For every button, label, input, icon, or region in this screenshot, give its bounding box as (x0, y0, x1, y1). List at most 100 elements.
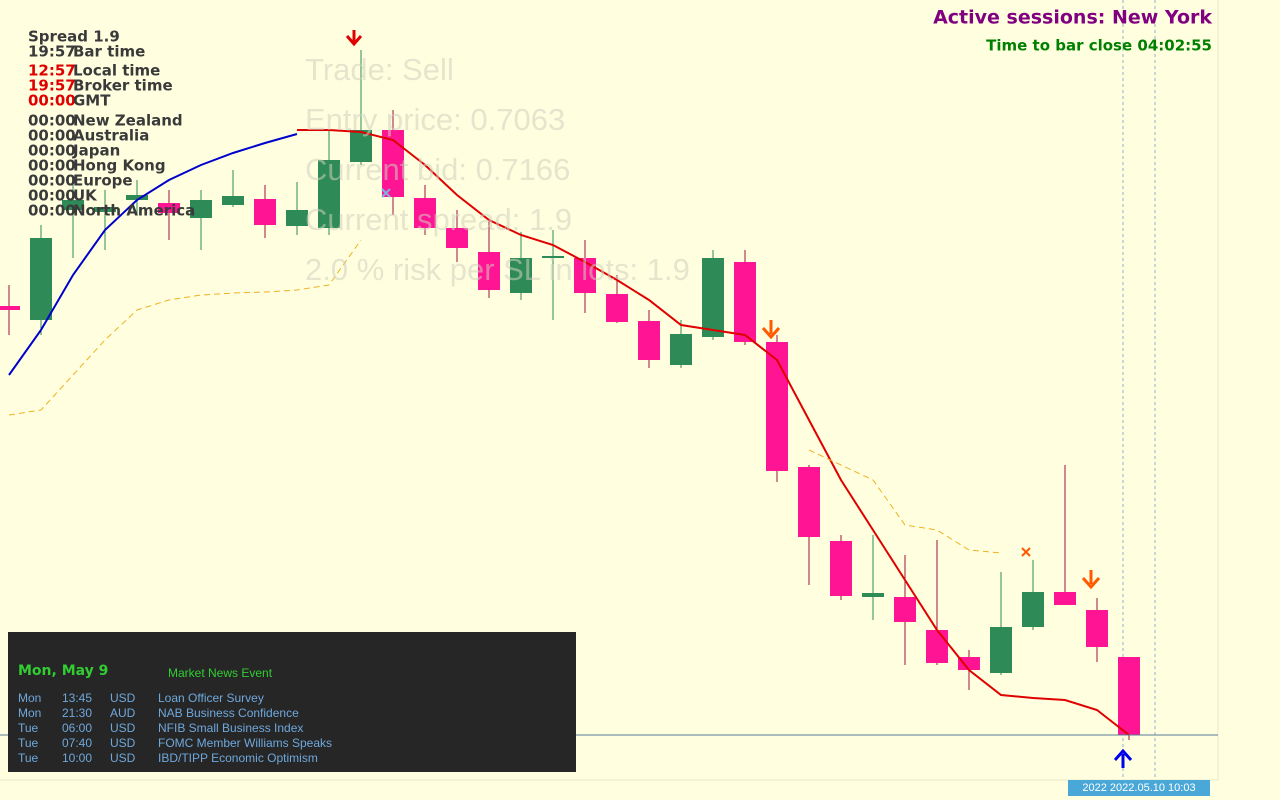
news-cell: NAB Business Confidence (158, 706, 299, 720)
news-cell: 13:45 (62, 691, 92, 705)
news-cell: 06:00 (62, 721, 92, 735)
time-label: Local time (73, 62, 160, 80)
candle-body (222, 196, 244, 205)
time-value: 00:00 (28, 112, 76, 130)
buy-arrow (1113, 748, 1133, 768)
news-cell: IBD/TIPP Economic Optimism (158, 751, 318, 765)
news-date: Mon, May 9 (18, 663, 108, 679)
news-cell: Mon (18, 706, 41, 720)
active-sessions: Active sessions: New York (933, 7, 1212, 29)
candle-body (318, 160, 340, 228)
candle-body (190, 200, 212, 218)
time-value: 00:00 (28, 142, 76, 160)
time-label: North America (73, 202, 195, 220)
time-label: Europe (73, 172, 133, 190)
candle-body (254, 199, 276, 225)
candle-body (478, 252, 500, 290)
news-cell: Tue (18, 721, 39, 735)
time-label: 2022 2022.05.10 10:03 (1082, 782, 1195, 794)
time-label-box (1068, 780, 1210, 796)
candle-body (958, 657, 980, 670)
candle-body (542, 256, 564, 258)
bar-countdown: Time to bar close 04:02:55 (986, 37, 1212, 55)
time-value: 12:57 (28, 62, 76, 80)
candle-body (94, 207, 116, 212)
candle-body (414, 198, 436, 228)
candle-body (446, 228, 468, 248)
time-label: New Zealand (73, 112, 183, 130)
candle-body (830, 541, 852, 596)
exit-mark (1021, 547, 1031, 557)
time-value: 00:00 (28, 187, 76, 205)
news-table: Mon 13:45 USD Loan Officer Survey Mon 21:30 AU… (18, 691, 332, 765)
indicator-line (8, 239, 362, 416)
signal-arrows (345, 30, 1133, 768)
news-cell: 07:40 (62, 736, 92, 750)
sell-arrow (1081, 570, 1101, 590)
trade-info-line: Entry price: 0.7063 (305, 102, 565, 137)
candle-body (862, 593, 884, 597)
time-label: GMT (73, 92, 111, 110)
news-cell: 10:00 (62, 751, 92, 765)
candle-body (350, 130, 372, 162)
news-panel (8, 632, 576, 772)
candle-body (158, 203, 180, 213)
trade-info-line: Current bid: 0.7166 (305, 152, 570, 187)
trade-info-line: 2.0 % risk per SL in lots: 1.9 (305, 252, 690, 287)
candle-body (670, 334, 692, 365)
exit-mark (381, 188, 391, 198)
trade-info-line: Current spread: 1.9 (305, 202, 572, 237)
candle-body (510, 258, 532, 293)
time-label: Bar time (73, 43, 145, 61)
news-cell: AUD (110, 706, 136, 720)
candle-body (0, 306, 20, 310)
time-value: 00:00 (28, 157, 76, 175)
candle-body (382, 130, 404, 197)
news-cell: NFIB Small Business Index (158, 721, 303, 735)
time-value: 00:00 (28, 172, 76, 190)
spread: Spread 1.9 (28, 28, 120, 46)
time-label: UK (73, 187, 98, 205)
news-cell: USD (110, 691, 136, 705)
candle-body (702, 258, 724, 337)
candle-body (1086, 610, 1108, 647)
candle-body (894, 597, 916, 622)
time-label: Australia (73, 127, 149, 145)
news-cell: Tue (18, 736, 39, 750)
news-cell: Mon (18, 691, 41, 705)
time-value: 00:00 (28, 127, 76, 145)
candle-body (926, 630, 948, 663)
candle-body (286, 210, 308, 226)
time-value: 00:00 (28, 202, 76, 220)
indicator-line (808, 449, 1002, 554)
candle-body (30, 238, 52, 320)
sell-arrow (761, 320, 781, 340)
news-cell: Loan Officer Survey (158, 691, 264, 705)
candle-body (990, 627, 1012, 673)
time-value: 19:57 (28, 43, 76, 61)
time-label: Japan (72, 142, 120, 160)
trade-info-line: Trade: Sell (305, 52, 454, 87)
news-cell: FOMC Member Williams Speaks (158, 736, 332, 750)
candle-body (1022, 592, 1044, 627)
candle-body (734, 262, 756, 342)
candle-body (574, 258, 596, 293)
trade-info: Trade: Sell Entry price: 0.7063 Current bi… (305, 52, 690, 287)
candle-body (62, 200, 84, 210)
candle-body (766, 342, 788, 471)
sell-arrow (345, 30, 363, 47)
time-value: 00:00 (28, 92, 76, 110)
candle-body (126, 195, 148, 200)
indicator-line (8, 133, 298, 376)
news-cell: USD (110, 751, 136, 765)
candle-body (638, 321, 660, 360)
time-label: Broker time (73, 77, 173, 95)
candle-body (798, 467, 820, 537)
candle-body (1118, 657, 1140, 735)
news-header: Market News Event (168, 666, 273, 680)
news-cell: Tue (18, 751, 39, 765)
time-value: 19:57 (28, 77, 76, 95)
candle-body (606, 294, 628, 322)
